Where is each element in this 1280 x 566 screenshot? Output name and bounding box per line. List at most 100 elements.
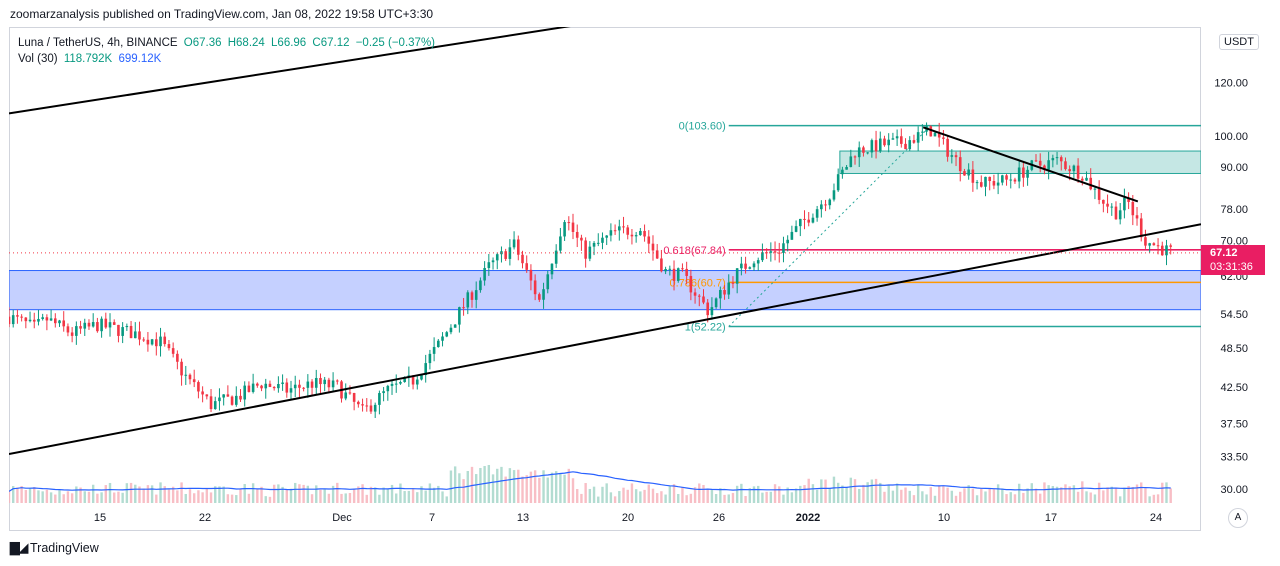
- tradingview-logo[interactable]: ▇◢ TradingView: [10, 540, 99, 555]
- candle: [1152, 243, 1156, 246]
- candle: [626, 227, 630, 235]
- candle: [1089, 177, 1093, 190]
- candle: [83, 322, 87, 329]
- candle: [298, 384, 301, 388]
- lower-channel-line: [9, 223, 1201, 456]
- volume-bar: [740, 483, 743, 503]
- candle: [533, 280, 537, 295]
- volume-bar: [491, 474, 495, 503]
- candle: [445, 332, 449, 337]
- candle: [584, 240, 587, 259]
- volume-bar: [121, 492, 124, 503]
- volume-bar: [504, 476, 507, 503]
- candle: [441, 336, 444, 341]
- legend-row-volume: Vol (30) 118.792K 699.12K: [18, 51, 435, 67]
- volume-bar: [1144, 488, 1147, 503]
- volume-bar: [933, 495, 937, 503]
- price-tick: 30.00: [1220, 484, 1248, 496]
- candle: [967, 169, 970, 176]
- close-value: C67.12: [312, 37, 350, 49]
- volume-bar: [500, 466, 503, 503]
- candle: [849, 156, 853, 168]
- candle: [538, 294, 541, 300]
- candle: [622, 226, 625, 228]
- volume-bar: [1047, 485, 1050, 503]
- candle: [744, 263, 747, 269]
- volume-label[interactable]: Vol (30): [18, 53, 58, 65]
- auto-scale-button[interactable]: A: [1228, 508, 1248, 528]
- candle: [786, 239, 789, 244]
- volume-bar: [302, 484, 305, 503]
- time-tick: 26: [713, 512, 725, 524]
- price-tick: 37.50: [1220, 419, 1248, 431]
- candle: [344, 392, 348, 399]
- candle: [176, 353, 179, 362]
- volume-bar: [634, 489, 638, 503]
- volume-bar: [281, 486, 284, 503]
- volume-bar: [407, 490, 411, 503]
- candle: [104, 318, 108, 328]
- fib-label-0.618: 0.618(67.84): [663, 245, 725, 257]
- volume-bar: [432, 487, 436, 503]
- volume-bar: [710, 489, 714, 503]
- candle: [49, 318, 53, 321]
- candle: [394, 383, 398, 385]
- candle: [1114, 206, 1118, 220]
- symbol-title[interactable]: Luna / TetherUS, 4h, BINANCE: [18, 37, 178, 49]
- volume-bar: [609, 492, 613, 503]
- candle: [11, 315, 15, 325]
- time-tick: 20: [622, 512, 634, 524]
- candle: [916, 132, 920, 143]
- volume-bar: [104, 485, 108, 503]
- candle: [222, 394, 225, 398]
- candle: [213, 401, 217, 410]
- volume-bar: [264, 496, 267, 503]
- volume-bar: [352, 488, 356, 503]
- candle: [32, 319, 36, 322]
- candle: [592, 242, 596, 247]
- candle: [458, 307, 461, 325]
- volume-bar: [630, 483, 634, 503]
- candle: [192, 379, 196, 383]
- volume-bar: [285, 489, 288, 503]
- volume-bar: [1123, 487, 1126, 503]
- volume-bar: [980, 488, 983, 503]
- volume-bar: [37, 490, 40, 503]
- candle: [411, 375, 415, 385]
- volume-bar: [836, 482, 840, 503]
- last-price-tag: 67.12 03:31:36: [1201, 245, 1265, 275]
- volume-bar: [916, 484, 920, 503]
- candle: [693, 292, 697, 296]
- candle: [1043, 165, 1046, 170]
- volume-bar: [16, 487, 19, 503]
- volume-bar: [54, 494, 57, 503]
- candle: [256, 383, 259, 386]
- volume-bar: [146, 485, 150, 503]
- candle: [466, 292, 470, 308]
- candle: [836, 174, 840, 191]
- volume-bar: [378, 494, 381, 503]
- volume-bar: [1135, 484, 1139, 503]
- volume-bar: [188, 489, 192, 503]
- volume-bar: [1005, 494, 1008, 503]
- volume-bar: [75, 486, 78, 503]
- candle: [432, 347, 436, 354]
- volume-bar: [571, 478, 575, 503]
- candle: [239, 395, 242, 400]
- volume-bar: [487, 464, 491, 503]
- candle: [878, 138, 882, 152]
- volume-bar: [458, 473, 461, 503]
- volume-bar: [180, 482, 183, 503]
- candle: [146, 339, 150, 345]
- volume-bar: [605, 483, 608, 503]
- candle: [1026, 169, 1029, 178]
- candle: [1131, 201, 1135, 216]
- candle: [390, 383, 394, 386]
- candle: [243, 385, 247, 400]
- candle: [971, 169, 975, 183]
- volume-bar: [403, 491, 406, 503]
- time-tick: 10: [938, 512, 950, 524]
- candles-layer: [9, 122, 1172, 419]
- currency-badge[interactable]: USDT: [1219, 34, 1259, 50]
